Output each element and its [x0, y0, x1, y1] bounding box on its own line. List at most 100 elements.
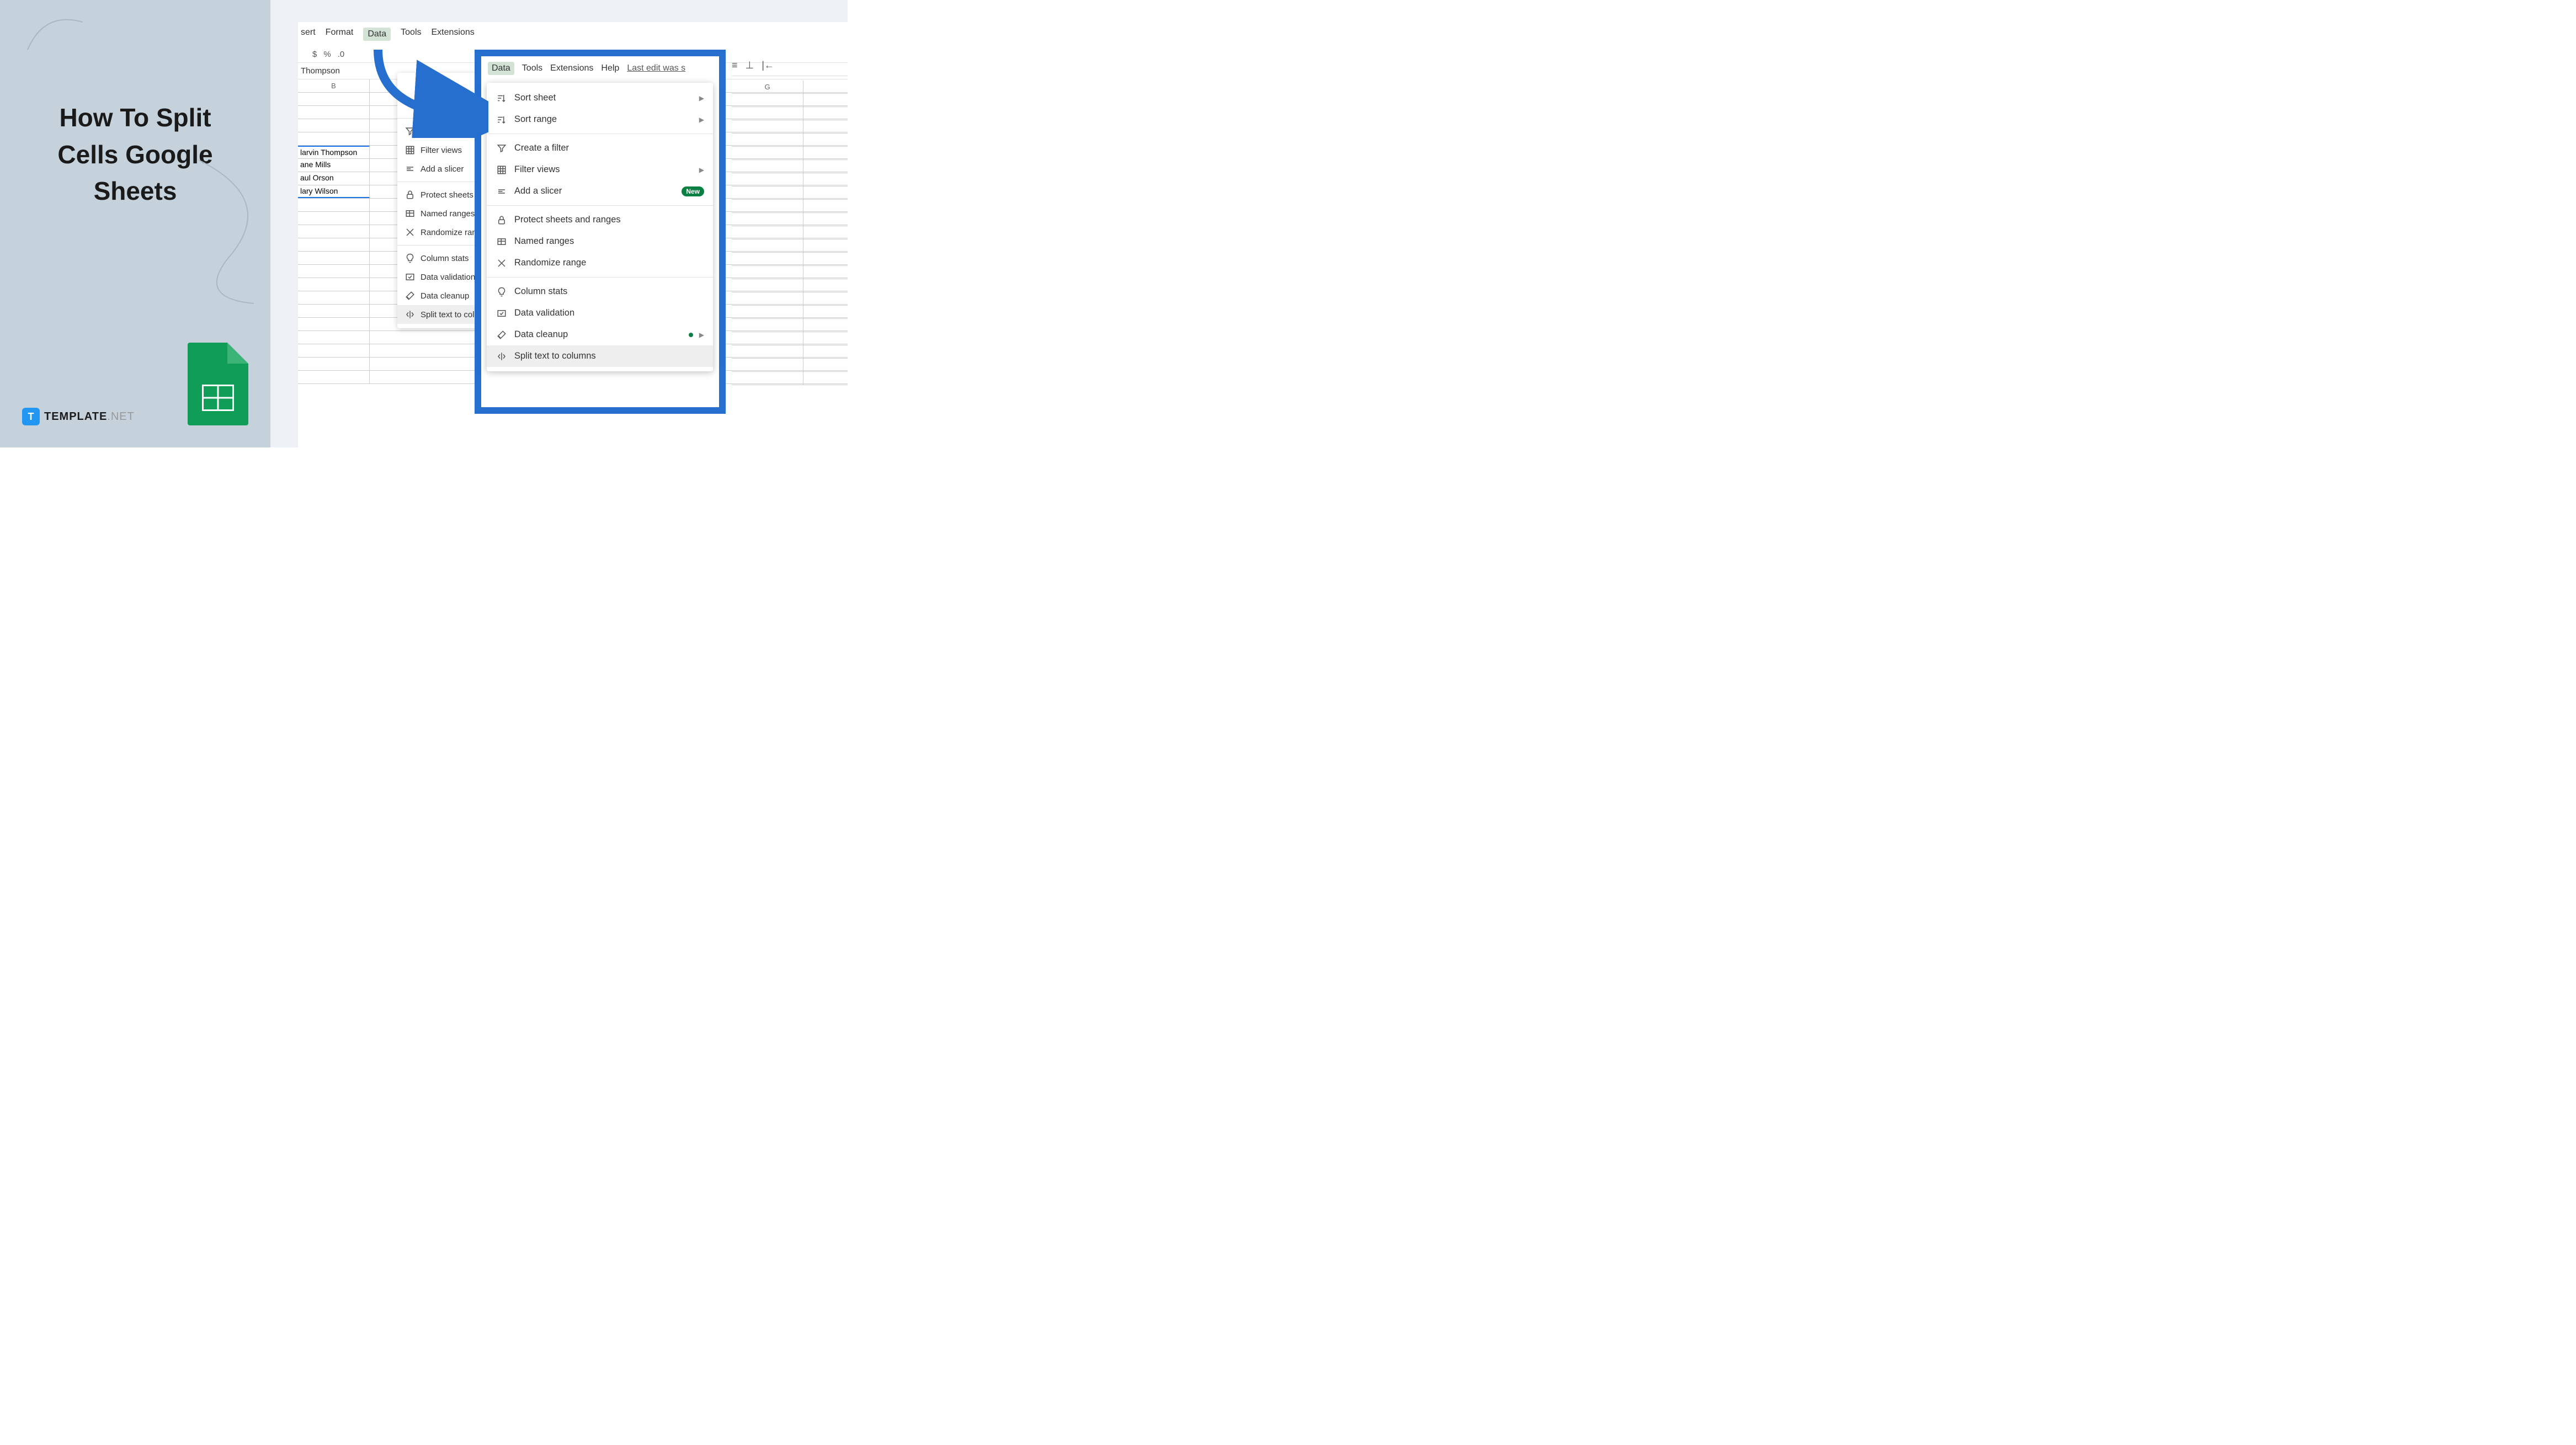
cell[interactable]: [732, 345, 803, 358]
cell[interactable]: [732, 359, 803, 371]
cell[interactable]: larvin Thompson: [298, 146, 370, 158]
menu-item-label: Filter views: [514, 164, 560, 175]
decorative-line-2: [188, 154, 270, 309]
menu-item-add-a-slicer[interactable]: Add a slicerNew: [487, 180, 713, 202]
col-header-b[interactable]: B: [298, 79, 370, 92]
cell[interactable]: [732, 239, 803, 252]
cell[interactable]: [298, 371, 370, 383]
menu-item-data-validation[interactable]: Data validation: [487, 302, 713, 324]
grid-icon: [497, 165, 507, 175]
cell[interactable]: [732, 319, 803, 332]
cell[interactable]: [732, 332, 803, 345]
cell[interactable]: [298, 132, 370, 145]
menu-insert[interactable]: sert: [301, 28, 316, 41]
cell[interactable]: [298, 212, 370, 225]
decorative-line-1: [22, 6, 88, 61]
cell[interactable]: [732, 134, 803, 146]
cell[interactable]: [298, 225, 370, 238]
menu-item-split-text-to-columns[interactable]: Split text to columns: [487, 345, 713, 367]
align-icon[interactable]: ≡: [732, 60, 738, 71]
chevron-right-icon: ▶: [699, 94, 704, 102]
cell[interactable]: [732, 306, 803, 318]
menu-item-label: Data cleanup: [421, 291, 469, 301]
cell[interactable]: [732, 279, 803, 292]
toolbar-currency[interactable]: $: [312, 50, 317, 59]
range-icon: [497, 237, 507, 247]
menu-item-data-cleanup[interactable]: Data cleanup ▶: [487, 324, 713, 345]
arrow-icon: [367, 39, 488, 138]
cell[interactable]: [732, 173, 803, 186]
cell[interactable]: [732, 372, 803, 385]
split-icon: [405, 310, 415, 319]
cell[interactable]: [732, 120, 803, 133]
cell[interactable]: [298, 278, 370, 291]
menu-format[interactable]: Format: [326, 28, 354, 41]
cell[interactable]: aul Orson: [298, 172, 370, 185]
cell[interactable]: [298, 199, 370, 211]
menu-item-sort-range[interactable]: Sort range▶: [487, 109, 713, 130]
fg-data-dropdown: Sort sheet▶Sort range▶ Create a filter Fil…: [487, 83, 713, 371]
random-icon: [497, 258, 507, 268]
menu-item-filter-views[interactable]: Filter views▶: [487, 159, 713, 180]
toolbar-decimal[interactable]: .0: [338, 50, 345, 59]
menu-item-label: Data cleanup: [514, 329, 568, 340]
lock-icon: [405, 190, 415, 200]
cell[interactable]: [298, 344, 370, 357]
cell[interactable]: [732, 186, 803, 199]
cell[interactable]: [298, 291, 370, 304]
cell[interactable]: [732, 200, 803, 212]
cell[interactable]: [298, 238, 370, 251]
last-edit-text[interactable]: Last edit was s: [627, 63, 685, 73]
logo-suffix: .NET: [107, 410, 135, 423]
split-icon: [497, 351, 507, 361]
col-header-g[interactable]: G: [732, 81, 803, 93]
fg-menu-help[interactable]: Help: [601, 63, 619, 73]
far-rows: [732, 94, 848, 385]
cell[interactable]: [732, 160, 803, 173]
chevron-right-icon: ▶: [699, 331, 704, 339]
lock-icon: [497, 215, 507, 225]
menu-item-column-stats[interactable]: Column stats: [487, 281, 713, 302]
cell[interactable]: [732, 107, 803, 120]
menu-item-label: Column stats: [421, 254, 469, 263]
valid-icon: [497, 308, 507, 318]
cell[interactable]: [732, 253, 803, 265]
cell[interactable]: [298, 331, 370, 344]
menu-item-label: Named ranges: [421, 209, 475, 218]
cell[interactable]: [298, 119, 370, 132]
cell[interactable]: [732, 213, 803, 226]
toolbar-percent[interactable]: %: [323, 50, 331, 59]
menu-item-label: Create a filter: [514, 143, 569, 153]
cell[interactable]: [298, 252, 370, 264]
cell[interactable]: lary Wilson: [298, 185, 370, 198]
cell[interactable]: [298, 106, 370, 119]
fg-menu-data[interactable]: Data: [488, 62, 514, 75]
bottom-area: T TEMPLATE.NET: [0, 343, 270, 447]
fg-menubar: Data Tools Extensions Help Last edit was…: [481, 56, 719, 81]
fg-menu-extensions[interactable]: Extensions: [550, 63, 593, 73]
menu-item-named-ranges[interactable]: Named ranges: [487, 231, 713, 252]
cell[interactable]: [732, 147, 803, 159]
slicer-icon: [497, 186, 507, 196]
far-right-sheet: ≡ ⊥ |← G: [732, 55, 848, 385]
cell[interactable]: [732, 266, 803, 279]
cell[interactable]: [298, 305, 370, 317]
valign-icon[interactable]: ⊥: [746, 60, 754, 71]
menu-item-create-a-filter[interactable]: Create a filter: [487, 137, 713, 159]
cell[interactable]: [298, 358, 370, 370]
cell[interactable]: ane Mills: [298, 159, 370, 172]
new-badge: New: [682, 186, 704, 196]
cell[interactable]: [732, 226, 803, 239]
menu-item-label: Data validation: [514, 308, 574, 318]
cell[interactable]: [732, 94, 803, 106]
cell[interactable]: [298, 318, 370, 330]
menu-item-randomize-range[interactable]: Randomize range: [487, 252, 713, 274]
menu-item-protect-sheets-and-ranges[interactable]: Protect sheets and ranges: [487, 209, 713, 231]
menu-item-sort-sheet[interactable]: Sort sheet▶: [487, 87, 713, 109]
wrap-icon[interactable]: |←: [762, 60, 774, 71]
cell[interactable]: [298, 265, 370, 278]
cell[interactable]: [298, 93, 370, 105]
cell[interactable]: [732, 292, 803, 305]
indicator-dot: [689, 333, 693, 337]
fg-menu-tools[interactable]: Tools: [522, 63, 542, 73]
